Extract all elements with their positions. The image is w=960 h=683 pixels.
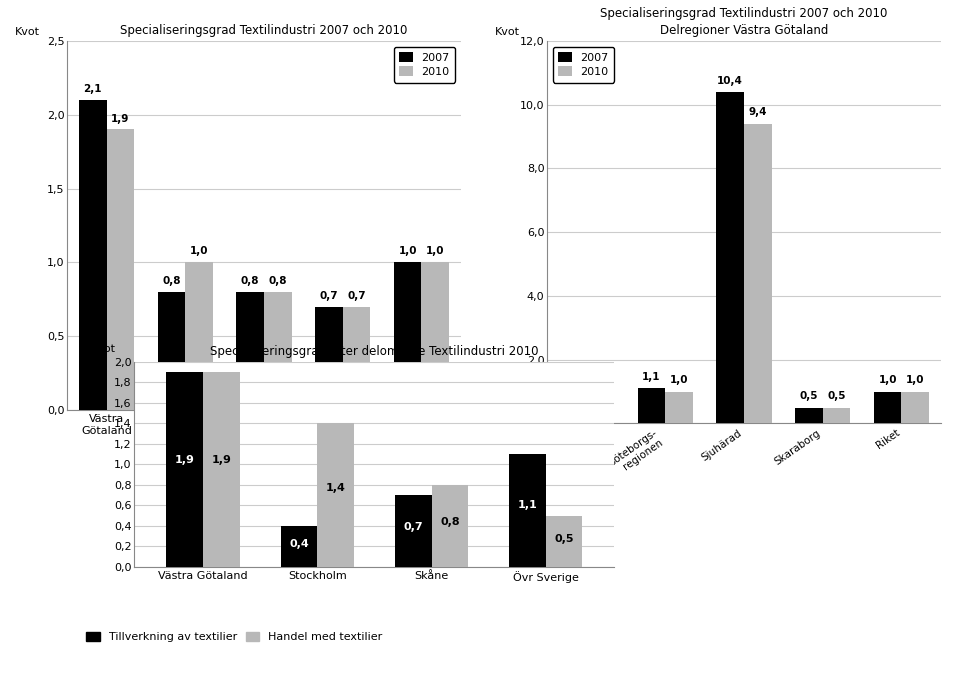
Bar bbox=[901, 391, 929, 423]
Bar bbox=[874, 391, 901, 423]
Legend: 2007, 2010: 2007, 2010 bbox=[394, 46, 455, 83]
Text: Kvot: Kvot bbox=[15, 27, 40, 38]
Bar bbox=[107, 130, 134, 410]
Bar bbox=[317, 423, 354, 567]
Bar bbox=[315, 307, 343, 410]
Bar bbox=[823, 408, 851, 423]
Bar bbox=[79, 100, 107, 410]
Text: 1,9: 1,9 bbox=[211, 455, 231, 465]
Text: 1,0: 1,0 bbox=[670, 375, 688, 385]
Text: 9,4: 9,4 bbox=[749, 107, 767, 117]
Bar bbox=[157, 292, 185, 410]
Bar bbox=[509, 454, 546, 567]
Text: 0,9: 0,9 bbox=[564, 378, 582, 389]
Bar bbox=[166, 372, 203, 567]
Text: 0,7: 0,7 bbox=[320, 291, 338, 301]
Bar bbox=[343, 307, 371, 410]
Text: Kvot: Kvot bbox=[90, 344, 116, 354]
Text: 0,8: 0,8 bbox=[162, 276, 180, 286]
Bar bbox=[395, 495, 432, 567]
Bar bbox=[665, 391, 693, 423]
Text: 1,0: 1,0 bbox=[906, 375, 924, 385]
Text: 0,7: 0,7 bbox=[403, 522, 423, 533]
Text: 1,9: 1,9 bbox=[175, 455, 195, 465]
Text: 0,7: 0,7 bbox=[348, 291, 366, 301]
Text: 1,1: 1,1 bbox=[517, 500, 538, 510]
Bar bbox=[432, 485, 468, 567]
Text: 0,8: 0,8 bbox=[440, 517, 460, 527]
Text: 1,0: 1,0 bbox=[426, 247, 444, 256]
Text: 0,5: 0,5 bbox=[800, 391, 818, 401]
Bar bbox=[559, 395, 587, 423]
Text: 1,0: 1,0 bbox=[190, 247, 208, 256]
Text: 0,5: 0,5 bbox=[828, 391, 846, 401]
Text: 0,4: 0,4 bbox=[289, 540, 309, 549]
Text: 1,9: 1,9 bbox=[111, 113, 130, 124]
Legend: Tillverkning av textilier, Handel med textilier: Tillverkning av textilier, Handel med te… bbox=[82, 627, 387, 647]
Bar bbox=[394, 262, 421, 410]
Bar bbox=[587, 393, 614, 423]
Bar bbox=[546, 516, 583, 567]
Bar bbox=[185, 262, 213, 410]
Text: Kvot: Kvot bbox=[495, 27, 520, 37]
Title: Specialiseringsgrad efter delområde Textilindustri 2010: Specialiseringsgrad efter delområde Text… bbox=[210, 344, 539, 358]
Bar bbox=[203, 372, 240, 567]
Text: 1,1: 1,1 bbox=[642, 372, 660, 382]
Bar bbox=[795, 408, 823, 423]
Bar bbox=[280, 526, 317, 567]
Text: 1,0: 1,0 bbox=[878, 375, 897, 385]
Legend: 2007, 2010: 2007, 2010 bbox=[553, 46, 614, 83]
Bar bbox=[716, 92, 744, 423]
Bar bbox=[744, 124, 772, 423]
Text: 1,4: 1,4 bbox=[325, 483, 346, 493]
Bar bbox=[236, 292, 264, 410]
Text: 0,8: 0,8 bbox=[269, 276, 287, 286]
Bar bbox=[264, 292, 292, 410]
Bar bbox=[421, 262, 449, 410]
Title: Specialiseringsgrad Textilindustri 2007 och 2010: Specialiseringsgrad Textilindustri 2007 … bbox=[120, 24, 408, 37]
Text: 0,5: 0,5 bbox=[554, 533, 574, 544]
Bar bbox=[637, 389, 665, 423]
Title: Specialiseringsgrad Textilindustri 2007 och 2010
Delregioner Västra Götaland: Specialiseringsgrad Textilindustri 2007 … bbox=[600, 7, 888, 37]
Text: 0,96: 0,96 bbox=[588, 376, 613, 387]
Text: 10,4: 10,4 bbox=[717, 76, 743, 85]
Text: 2,1: 2,1 bbox=[84, 84, 102, 94]
Text: 1,0: 1,0 bbox=[398, 247, 417, 256]
Text: 0,8: 0,8 bbox=[241, 276, 259, 286]
